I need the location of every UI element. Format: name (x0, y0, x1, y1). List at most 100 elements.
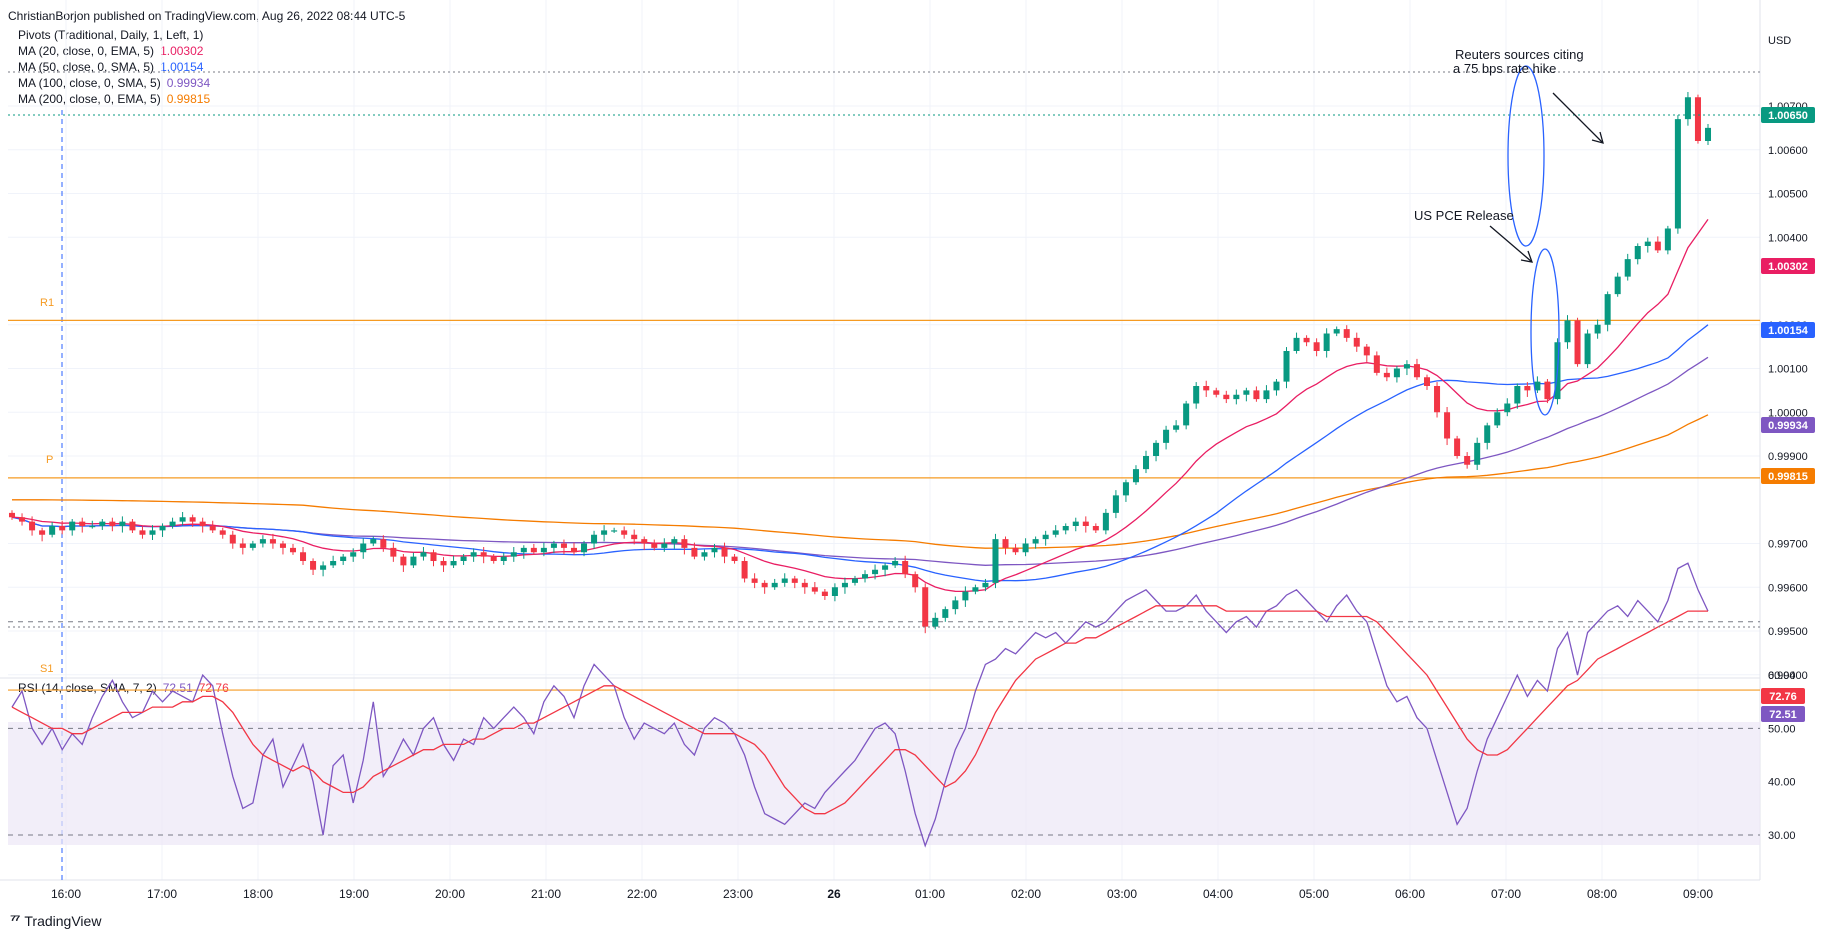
pce-arrow[interactable] (1489, 225, 1533, 263)
candle-body[interactable] (1102, 512, 1109, 531)
time-axis[interactable]: 16:00 17:00 18:00 19:00 20:00 21:00 22:00 23:00… (51, 887, 1713, 901)
candle-body[interactable] (1143, 456, 1150, 470)
candle-body[interactable] (440, 561, 447, 566)
candle-body[interactable] (1484, 425, 1491, 443)
candle-body[interactable] (811, 587, 818, 592)
candle-body[interactable] (179, 517, 186, 522)
candle-body[interactable] (1634, 246, 1641, 260)
candle-body[interactable] (1333, 329, 1340, 334)
candle-body[interactable] (621, 530, 628, 535)
candle-body[interactable] (1082, 521, 1089, 526)
candle-body[interactable] (1694, 97, 1701, 141)
candle-body[interactable] (1343, 329, 1350, 338)
candle-body[interactable] (1423, 377, 1431, 386)
candle-body[interactable] (149, 530, 156, 535)
candle-body[interactable] (1273, 381, 1280, 391)
price-axis[interactable]: 1.007001.006001.005001.004001.002001.001… (1768, 101, 1808, 682)
candle-body[interactable] (1413, 364, 1420, 378)
candle-body[interactable] (1223, 394, 1230, 400)
candle-body[interactable] (992, 539, 999, 583)
candle-body[interactable] (1383, 372, 1390, 378)
candle-body[interactable] (1233, 394, 1240, 400)
candle-body[interactable] (751, 578, 758, 583)
candle-body[interactable] (490, 556, 497, 561)
rsi-axis[interactable]: 60.00 50.00 40.00 30.00 (1768, 670, 1796, 842)
candle-body[interactable] (681, 539, 688, 548)
candle-body[interactable] (1684, 97, 1691, 120)
candle-body[interactable] (1072, 521, 1079, 526)
candle-body[interactable] (741, 561, 748, 579)
candle-body[interactable] (410, 556, 417, 566)
candle-body[interactable] (289, 547, 297, 553)
candle-body[interactable] (942, 609, 949, 618)
candle-body[interactable] (1644, 241, 1651, 246)
candle-body[interactable] (882, 565, 889, 570)
candle-body[interactable] (370, 539, 377, 544)
candle-body[interactable] (1173, 425, 1180, 430)
candle-body[interactable] (831, 587, 838, 596)
candle-body[interactable] (1494, 412, 1501, 426)
candle-body[interactable] (922, 587, 929, 627)
candle-body[interactable] (1474, 442, 1481, 465)
candle-body[interactable] (219, 530, 226, 535)
candle-body[interactable] (350, 552, 357, 557)
candle-body[interactable] (801, 582, 808, 588)
candle-body[interactable] (430, 552, 437, 561)
candle-body[interactable] (550, 543, 557, 548)
candle-body[interactable] (1514, 386, 1521, 404)
candle-body[interactable] (39, 530, 46, 535)
candle-body[interactable] (1434, 386, 1441, 413)
candle-body[interactable] (169, 521, 176, 526)
candle-body[interactable] (279, 543, 286, 548)
tradingview-logo[interactable]: ⁷⁷ TradingView (10, 912, 101, 929)
candle-body[interactable] (912, 574, 919, 588)
candle-body[interactable] (1664, 228, 1671, 251)
candle-body[interactable] (300, 552, 307, 561)
candle-body[interactable] (239, 543, 246, 548)
candle-body[interactable] (982, 582, 989, 588)
candle-body[interactable] (79, 521, 86, 526)
reuters-arrow[interactable] (1552, 92, 1604, 144)
candle-body[interactable] (581, 543, 588, 553)
candle-body[interactable] (962, 591, 969, 601)
candle-body[interactable] (310, 561, 317, 570)
candle-body[interactable] (19, 517, 26, 522)
candle-body[interactable] (8, 512, 16, 518)
candle-body[interactable] (821, 591, 828, 596)
candle-body[interactable] (1183, 403, 1190, 426)
candle-body[interactable] (259, 539, 266, 544)
candle-body[interactable] (1464, 456, 1471, 465)
candle-body[interactable] (1303, 337, 1310, 343)
candle-body[interactable] (1012, 547, 1019, 553)
candle-body[interactable] (540, 547, 547, 553)
candle-body[interactable] (199, 521, 206, 526)
candle-body[interactable] (69, 521, 76, 531)
candle-body[interactable] (1263, 390, 1270, 400)
candle-body[interactable] (89, 526, 96, 528)
candle-body[interactable] (49, 526, 56, 535)
candle-body[interactable] (601, 530, 608, 535)
candle-body[interactable] (139, 530, 146, 535)
pce-ellipse[interactable] (1530, 248, 1560, 416)
candle-body[interactable] (1002, 539, 1009, 548)
candle-body[interactable] (1032, 539, 1039, 544)
candle-body[interactable] (1504, 403, 1511, 413)
candle-body[interactable] (530, 547, 537, 553)
candle-body[interactable] (1444, 412, 1451, 439)
candle-body[interactable] (129, 521, 136, 531)
candle-body[interactable] (99, 521, 106, 526)
candle-body[interactable] (460, 556, 467, 561)
candle-body[interactable] (400, 556, 407, 566)
candlesticks[interactable] (8, 92, 1712, 634)
candle-body[interactable] (701, 552, 708, 557)
candle-body[interactable] (721, 547, 728, 557)
candle-body[interactable] (1454, 438, 1461, 457)
candle-body[interactable] (1193, 386, 1200, 404)
candle-body[interactable] (1153, 442, 1160, 456)
candle-body[interactable] (862, 574, 869, 579)
candle-body[interactable] (500, 556, 507, 561)
candle-body[interactable] (1594, 324, 1601, 334)
candle-body[interactable] (1574, 320, 1581, 365)
candle-body[interactable] (1393, 368, 1400, 378)
candle-body[interactable] (892, 561, 899, 566)
